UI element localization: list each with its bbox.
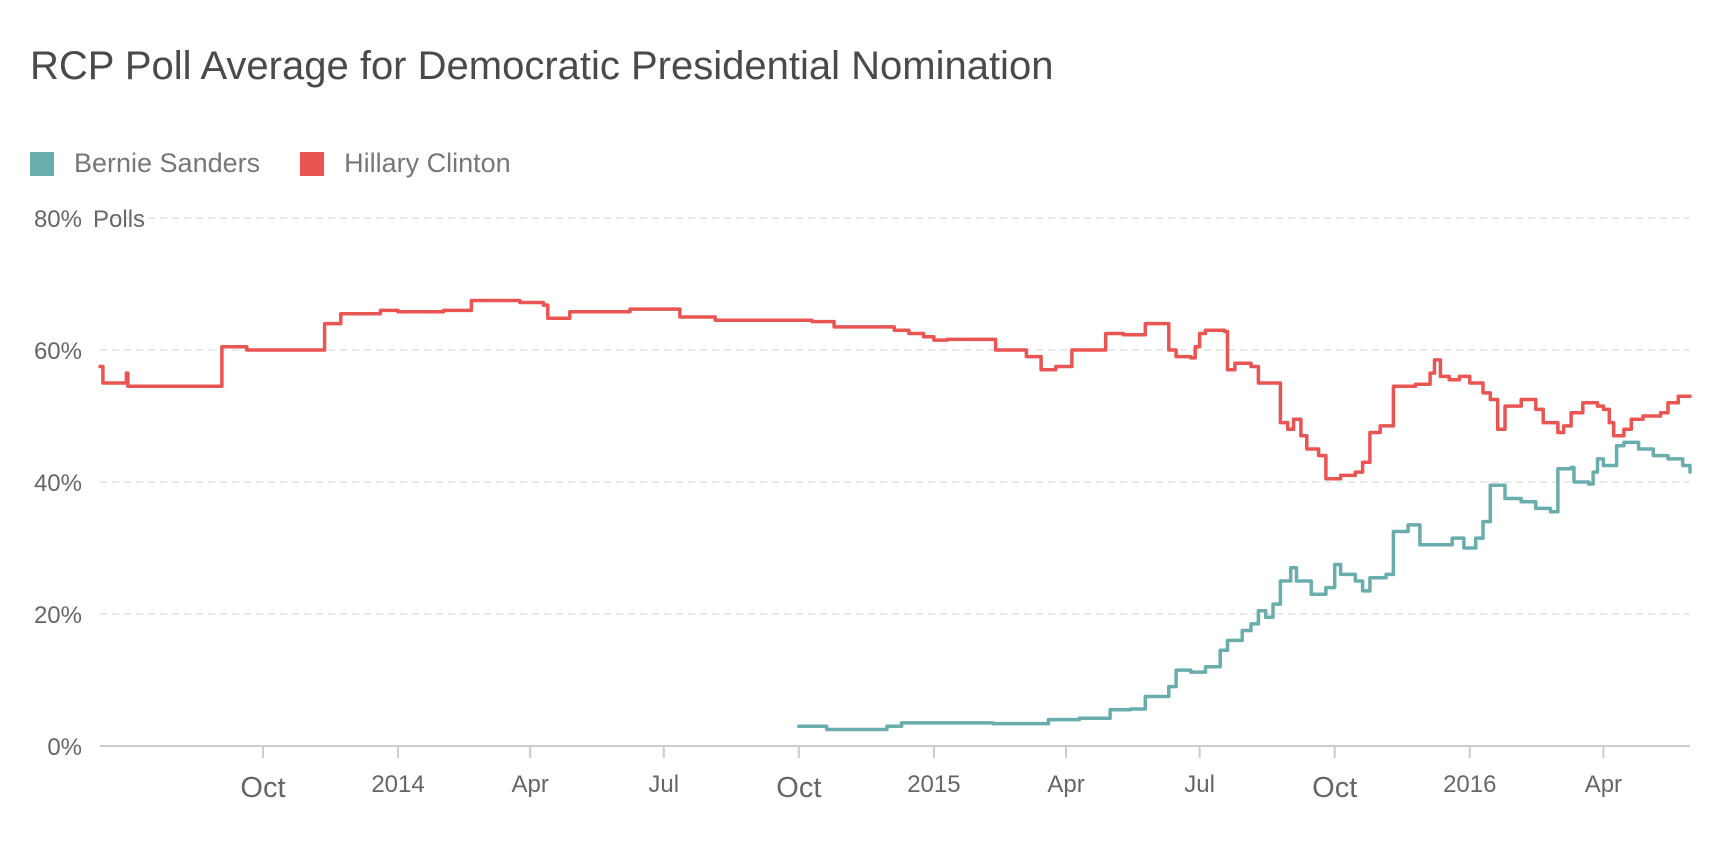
x-tick-label: Apr [1047, 771, 1084, 798]
legend-label-bernie-sanders: Bernie Sanders [74, 148, 261, 178]
x-tick-label: Oct [1312, 772, 1357, 804]
y-tick-label: 40% [34, 470, 82, 497]
series-line-bernie-sanders [797, 440, 1692, 732]
x-tick-label: Apr [1585, 771, 1622, 798]
x-tick-label: Jul [1184, 771, 1215, 798]
gridlines [100, 217, 1690, 615]
y-tick-label: 0% [47, 734, 82, 761]
y-tick-label: 80% [34, 206, 82, 233]
x-tick-label: 2015 [907, 771, 960, 798]
x-tick-label: 2014 [371, 771, 424, 798]
y-tick-label: 20% [34, 602, 82, 629]
legend-label-hillary-clinton: Hillary Clinton [344, 148, 511, 178]
x-tick-label: Jul [648, 771, 679, 798]
series-line-hillary-clinton [98, 298, 1692, 481]
x-tick-label: Apr [511, 771, 548, 798]
x-tick-label: 2016 [1443, 771, 1496, 798]
legend: Bernie Sanders Hillary Clinton [30, 148, 551, 179]
legend-item-bernie-sanders[interactable]: Bernie Sanders [30, 148, 260, 179]
x-axis: Oct 2014 Apr Jul Oct 2015 Apr Jul Oct 2016 Apr [100, 745, 1690, 804]
legend-swatch-bernie-sanders [30, 151, 54, 176]
legend-item-hillary-clinton[interactable]: Hillary Clinton [300, 148, 511, 179]
legend-swatch-hillary-clinton [300, 151, 325, 176]
x-tick-label: Oct [776, 772, 821, 804]
x-tick-label: Oct [240, 772, 285, 804]
y-tick-label: 60% [34, 338, 82, 365]
series-lines [98, 298, 1692, 732]
chart-title: RCP Poll Average for Democratic Presiden… [30, 44, 1054, 88]
y-axis-title: Polls [93, 206, 145, 233]
y-axis-labels: 0% 20% 40% 60% 80% Polls [34, 206, 145, 761]
